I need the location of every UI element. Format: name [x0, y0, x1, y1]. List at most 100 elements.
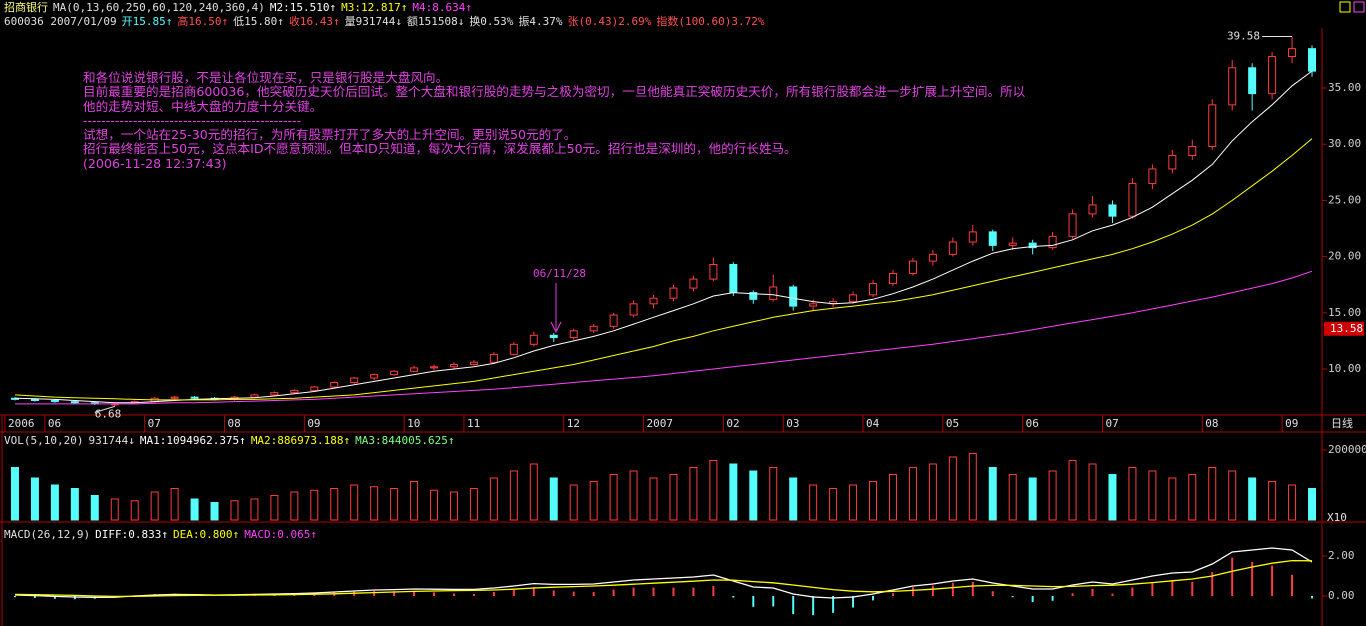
candle-body	[1308, 48, 1317, 72]
volume-bar	[869, 480, 878, 521]
x-tick-label: 06	[1026, 417, 1039, 430]
header-item: MACD(26,12,9)	[4, 528, 91, 541]
volume-bar	[629, 470, 638, 521]
callout-arrowhead	[550, 321, 562, 334]
x-tick-label: 09	[307, 417, 320, 430]
volume-bar	[1168, 477, 1177, 521]
candle-body	[589, 325, 598, 332]
candle-body	[849, 294, 858, 303]
comment-line: 他的走势对短、中线大盘的力度十分关键。	[83, 98, 323, 114]
header-item: MA3:844005.625↑	[355, 434, 455, 447]
volume-bar	[70, 487, 79, 521]
price-tag-label: 13.58	[1330, 322, 1363, 335]
volume-bar	[589, 480, 598, 521]
x-tick-label: 10	[407, 417, 420, 430]
callout: 06/11/28	[533, 267, 586, 280]
candle-body	[30, 398, 39, 401]
candle-body	[310, 386, 319, 391]
ma-line	[15, 270, 1313, 405]
candle-body	[869, 283, 878, 296]
candle-body	[270, 392, 279, 396]
candle-body	[789, 286, 798, 307]
volume-bar	[569, 484, 578, 521]
volume-bar	[50, 484, 59, 521]
candle-body	[1048, 235, 1057, 249]
candle-body	[549, 334, 558, 339]
volume-bar	[370, 486, 379, 521]
volume-bar	[1228, 470, 1237, 521]
volume-bar	[1208, 466, 1217, 521]
candle-body	[1268, 56, 1277, 95]
header-item: DIFF:0.833↑	[95, 528, 168, 541]
candle-body	[709, 263, 718, 280]
candle-body	[509, 343, 518, 355]
ma-line	[14, 138, 1313, 401]
header-item: 招商银行	[4, 1, 48, 14]
x-tick-label: 2007	[647, 417, 674, 430]
volume-bar	[1148, 470, 1157, 521]
low-label: 6.68	[95, 407, 122, 420]
candle-body	[1008, 242, 1017, 246]
candle-body	[1188, 145, 1197, 156]
candle-body	[370, 374, 379, 379]
comment-line: 试想，一个站在25-30元的招行，为所有股票打开了多大的上升空间。更别说50元的…	[83, 127, 577, 143]
volume-bar	[110, 498, 119, 521]
volume-bar	[1048, 470, 1057, 521]
volume-bar	[1068, 459, 1077, 521]
candle-body	[1228, 67, 1237, 106]
comment-line: (2006-11-28 12:37:43)	[83, 155, 227, 171]
x-tick-label: 08	[1205, 417, 1218, 430]
x-tick-label: 08	[228, 417, 241, 430]
candle-body	[649, 297, 658, 305]
volume-bar	[649, 477, 658, 521]
volume-bar	[948, 456, 957, 521]
candle-body	[968, 231, 977, 243]
volume-bar	[609, 473, 618, 521]
price-tag	[1324, 321, 1364, 336]
header-item: 张(0.43)2.69%	[567, 15, 652, 28]
candle-body	[1148, 168, 1157, 185]
ma-line	[14, 70, 1313, 404]
header-item: 高16.50↑	[177, 15, 229, 28]
candle-body	[809, 303, 818, 307]
ma-line	[14, 559, 1313, 598]
header-item: M4:8.634↑	[412, 1, 472, 14]
candle-body	[350, 377, 359, 384]
y-tick-label: 200000	[1328, 443, 1366, 456]
ma-line	[14, 547, 1313, 599]
volume-bar	[1288, 484, 1297, 521]
volume-bar	[449, 491, 458, 521]
volume-bar	[330, 487, 339, 521]
candle-body	[449, 364, 458, 368]
candle-body	[1068, 213, 1077, 237]
y-tick-label: 25.00	[1328, 193, 1361, 206]
candle-body	[689, 278, 698, 289]
x-tick-label: 07	[148, 417, 161, 430]
header-item: MA(0,13,60,250,60,120,240,360,4)	[53, 1, 265, 14]
header-item: DEA:0.800↑	[172, 528, 240, 541]
candle-body	[1208, 104, 1217, 147]
y-tick-label: 0.00	[1328, 589, 1355, 602]
volume-bar	[230, 500, 239, 521]
toolbar-icon[interactable]	[1339, 1, 1351, 13]
candle-body	[250, 394, 259, 398]
candle-body	[290, 389, 299, 394]
volume-bar	[988, 466, 997, 521]
volume-bar	[669, 473, 678, 521]
volume-bar	[150, 491, 159, 521]
header-item: 收16.43↑	[288, 15, 340, 28]
candle-body	[948, 241, 957, 255]
toolbar-icon[interactable]	[1353, 1, 1365, 13]
header-row: MACD(26,12,9) DIFF:0.833↑ DEA:0.800↑ MACD:0…	[4, 528, 322, 541]
volume-bar	[1108, 473, 1117, 521]
candle-body	[529, 334, 538, 345]
volume-bar	[390, 487, 399, 521]
volume-bar	[849, 484, 858, 521]
volume-bar	[190, 498, 199, 521]
candle-body	[50, 399, 59, 403]
volume-bar	[749, 470, 758, 521]
candle-body	[988, 231, 997, 246]
header-row: VOL(5,10,20) 931744↓ MA1:1094962.375↑ MA2:8…	[4, 434, 460, 447]
volume-bar	[908, 466, 917, 521]
candle-body	[469, 361, 478, 366]
